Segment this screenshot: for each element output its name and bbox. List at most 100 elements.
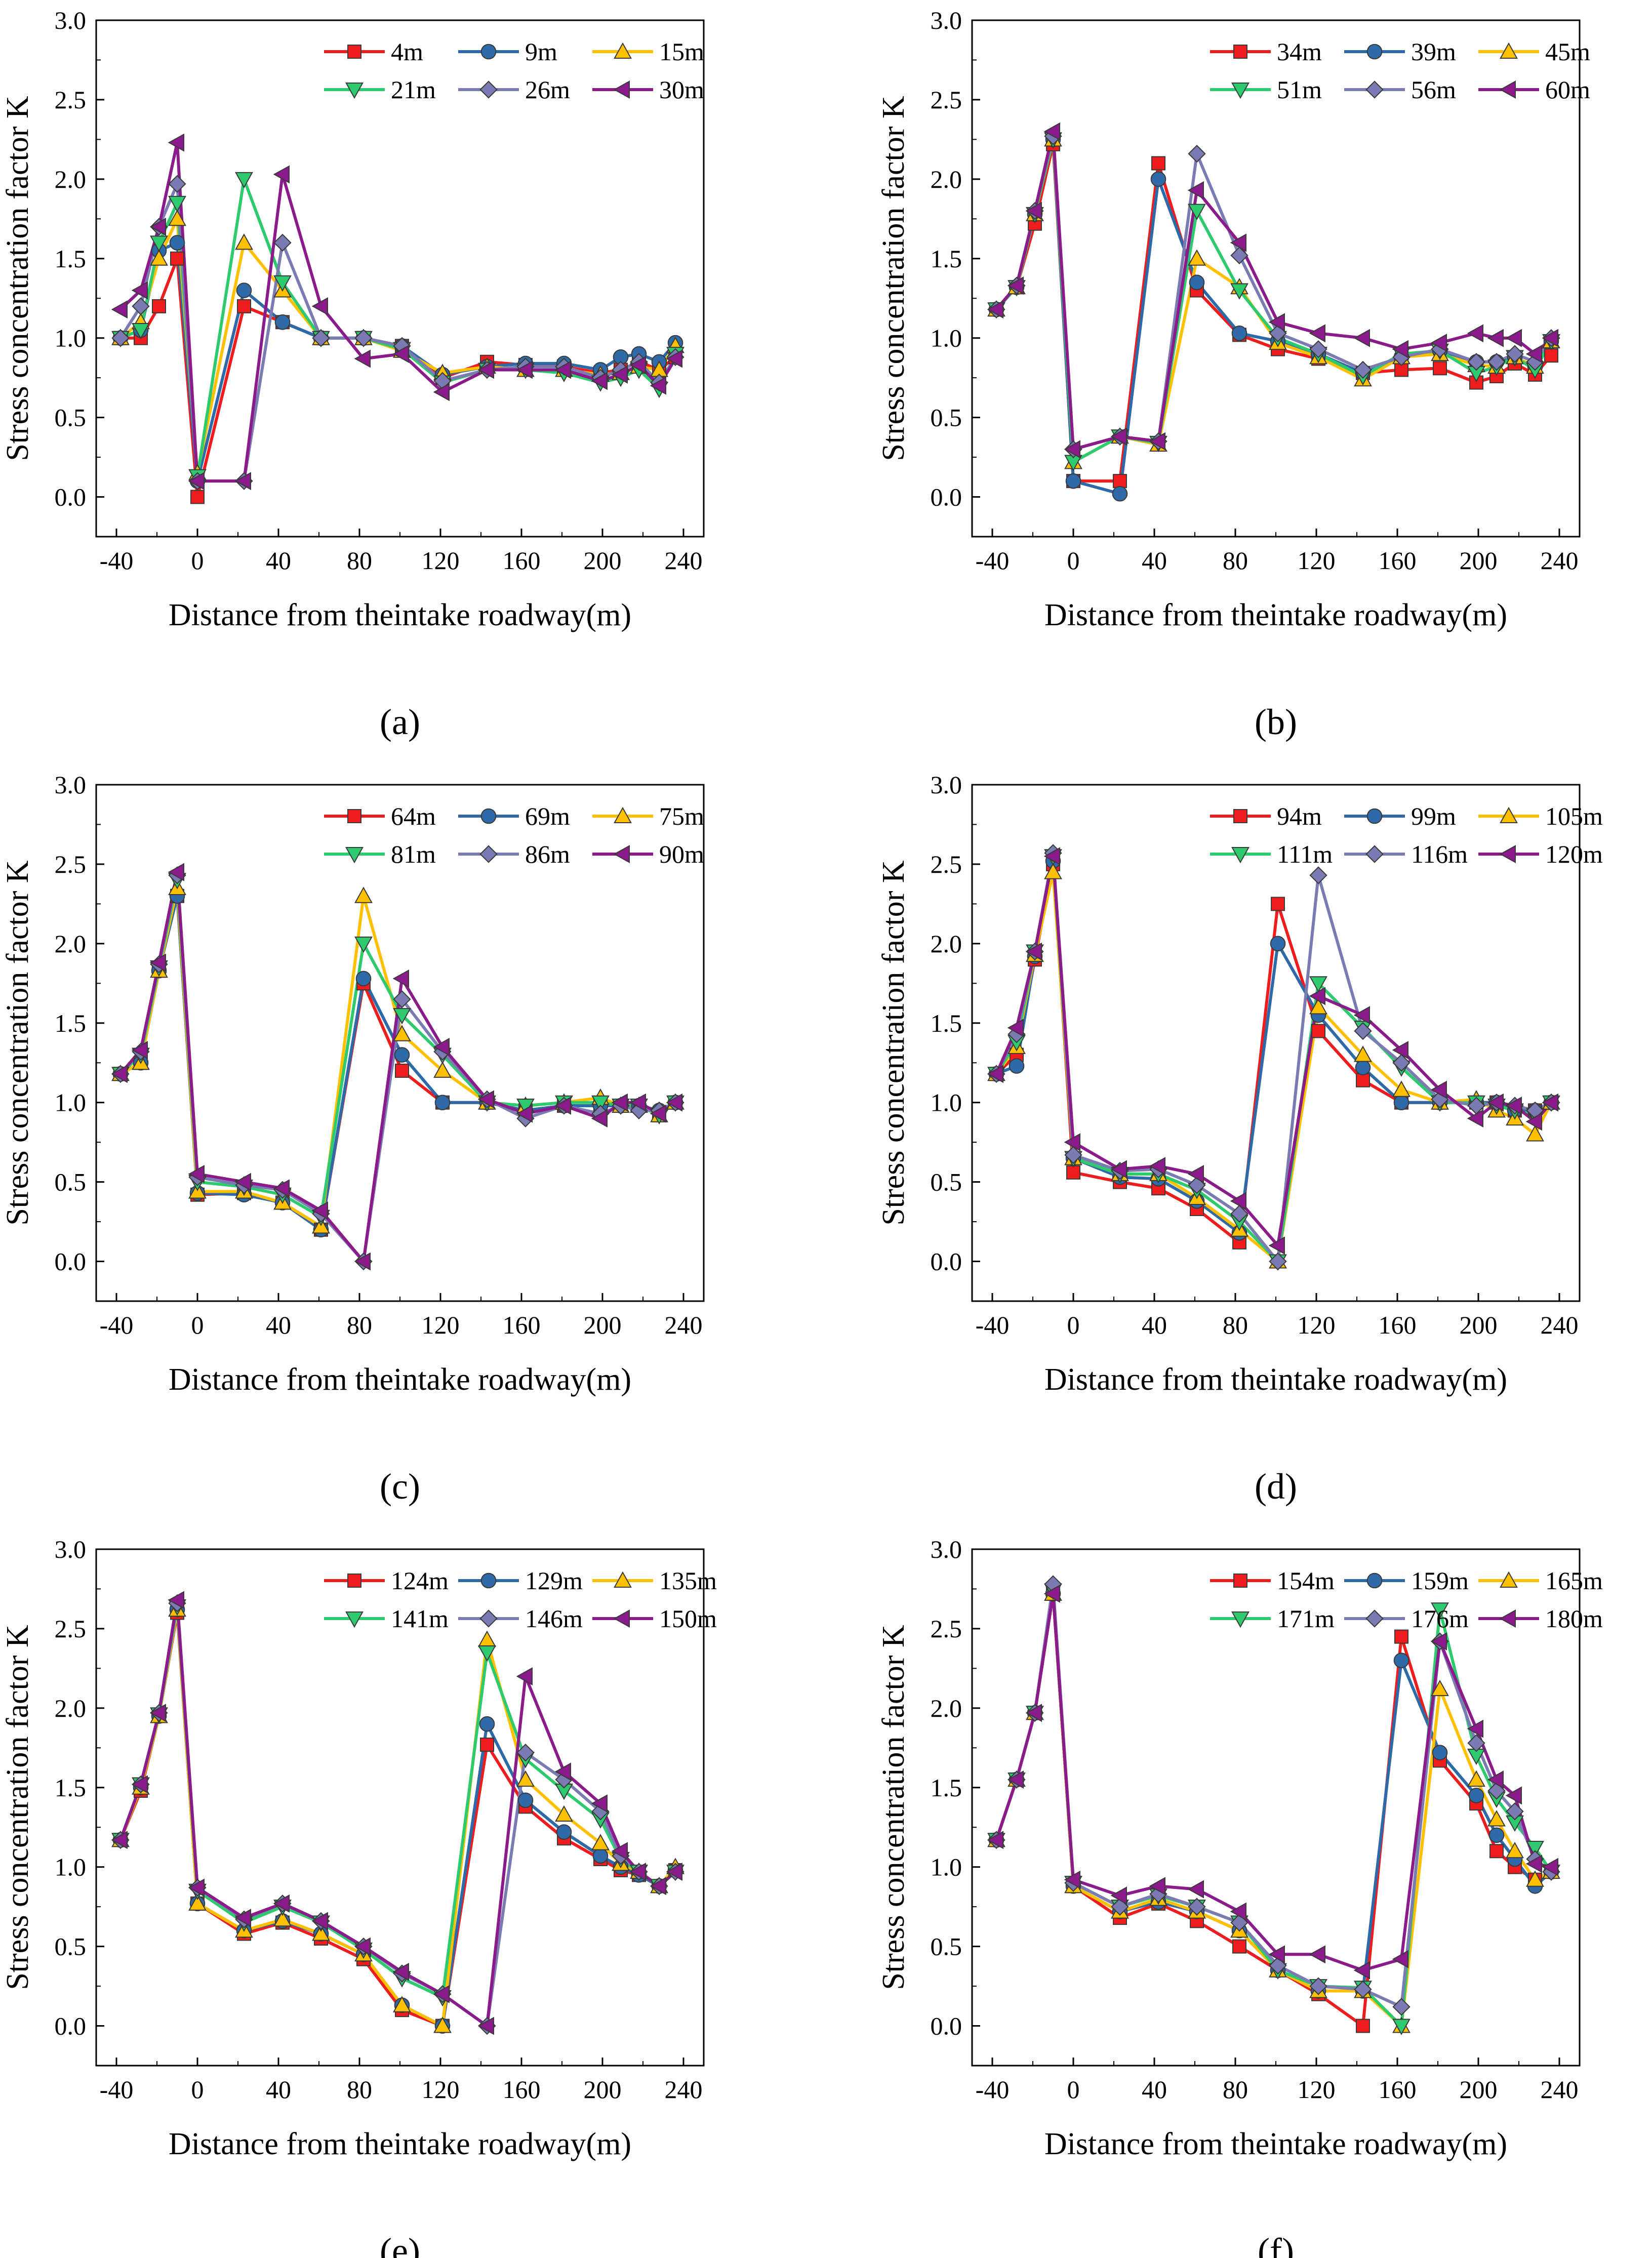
legend-marker-146m — [479, 1609, 498, 1628]
legend-marker-45m — [1500, 42, 1518, 59]
x-tick-label: 240 — [1541, 1311, 1579, 1339]
series-line-56m — [995, 135, 1553, 451]
series-line-45m — [995, 138, 1553, 464]
x-tick-label: -40 — [976, 546, 1010, 575]
series-line-94m — [995, 862, 1552, 1244]
x-tick-label: 40 — [266, 1311, 291, 1339]
data-point-94m — [1271, 897, 1285, 911]
data-point-150m — [650, 1877, 666, 1896]
legend-marker-26m — [479, 80, 498, 99]
y-tick-label: 1.0 — [931, 1853, 962, 1881]
data-point-94m — [1066, 1165, 1080, 1180]
data-point-60m — [1430, 334, 1447, 352]
series-line-180m — [995, 1592, 1552, 1972]
data-point-150m — [168, 1591, 184, 1609]
data-point-30m — [111, 300, 128, 319]
legend-label-180m: 180m — [1545, 1604, 1603, 1633]
data-point-60m — [1187, 181, 1204, 199]
data-point-105m — [1309, 998, 1327, 1015]
x-tick-label: 80 — [347, 546, 372, 575]
data-point-180m — [987, 1831, 1003, 1849]
y-tick-label: 0.5 — [931, 404, 962, 432]
x-tick-label: 0 — [1067, 546, 1080, 575]
data-point-124m — [480, 1738, 494, 1752]
data-point-135m — [433, 2017, 452, 2033]
data-point-30m — [516, 360, 533, 379]
data-point-39m — [1189, 274, 1205, 291]
data-point-165m — [1526, 1870, 1544, 1887]
data-point-180m — [1505, 1786, 1522, 1805]
plot-frame — [971, 784, 1581, 1302]
data-point-60m — [1467, 324, 1483, 343]
data-point-86m — [393, 990, 411, 1009]
chart-panel: 0.0 0.5 1.0 1.5 2.0 2.5 3.0 -40 0 40 80 120 160 200 24… — [1, 771, 705, 1507]
x-tick-label: 160 — [503, 546, 541, 575]
legend-marker-105m — [1500, 807, 1518, 823]
data-point-150m — [354, 1937, 371, 1956]
data-point-180m — [1353, 1961, 1370, 1980]
data-point-56m — [1188, 144, 1206, 163]
data-point-39m — [1150, 171, 1166, 187]
x-tick-label: 200 — [584, 1311, 622, 1339]
data-point-15m — [235, 233, 253, 250]
legend-marker-176m — [1365, 1609, 1384, 1628]
y-tick-label: 2.0 — [931, 930, 962, 958]
data-point-180m — [1110, 1886, 1127, 1905]
data-point-60m — [1007, 276, 1024, 295]
data-point-21m — [168, 195, 186, 213]
legend-label-99m: 99m — [1411, 802, 1456, 830]
y-axis-title: Stress concentration factor K — [876, 860, 911, 1226]
x-tick-label: 40 — [1142, 1311, 1167, 1339]
chart-panel: 0.0 0.5 1.0 1.5 2.0 2.5 3.0 -40 0 40 80 120 160 200 24… — [1, 6, 705, 742]
y-tick-label: 2.0 — [931, 165, 962, 193]
y-tick-label: 3.0 — [931, 1535, 962, 1563]
data-point-165m — [1487, 1810, 1506, 1827]
legend-label-90m: 90m — [659, 840, 704, 868]
x-tick-label: 0 — [191, 2075, 204, 2104]
legend-label-45m: 45m — [1545, 37, 1590, 66]
data-point-90m — [149, 953, 166, 972]
y-tick-label: 2.0 — [55, 1694, 87, 1722]
series-line-116m — [995, 851, 1552, 1263]
data-point-180m — [1467, 1719, 1483, 1738]
data-point-26m — [132, 297, 150, 315]
y-tick-label: 2.0 — [931, 1694, 962, 1722]
data-point-81m — [354, 936, 373, 953]
data-point-171m — [1526, 1841, 1544, 1858]
data-point-135m — [516, 1770, 535, 1787]
legend-label-105m: 105m — [1545, 802, 1603, 830]
data-point-176m — [1506, 1802, 1524, 1821]
data-point-116m — [1064, 1146, 1082, 1164]
data-point-69m — [394, 1047, 410, 1063]
series-line-21m — [119, 177, 677, 478]
legend-label-81m: 81m — [391, 840, 436, 868]
data-point-150m — [311, 1912, 328, 1930]
data-point-90m — [188, 1164, 205, 1183]
data-point-60m — [1230, 233, 1246, 252]
y-tick-label: 0.5 — [55, 1168, 87, 1196]
data-point-180m — [1064, 1870, 1080, 1889]
x-tick-label: -40 — [976, 2075, 1010, 2104]
y-axis-title: Stress concentration factor K — [876, 96, 911, 461]
data-point-180m — [1149, 1877, 1165, 1896]
data-point-30m — [168, 133, 184, 152]
data-point-56m — [1467, 353, 1485, 371]
series-line-141m — [119, 1604, 676, 1999]
data-point-99m — [1009, 1058, 1025, 1074]
data-point-159m — [1468, 1788, 1484, 1803]
legend-label-15m: 15m — [659, 37, 704, 66]
data-point-141m — [478, 1645, 496, 1662]
x-tick-label: 120 — [1298, 2075, 1336, 2104]
legend-label-171m: 171m — [1277, 1604, 1335, 1633]
data-point-120m — [1110, 1160, 1127, 1179]
data-point-30m — [311, 297, 328, 315]
y-tick-label: 3.0 — [931, 771, 962, 799]
data-point-154m — [1232, 1939, 1246, 1954]
legend-marker-86m — [479, 845, 498, 863]
data-point-15m — [150, 249, 168, 266]
legend-label-64m: 64m — [391, 802, 436, 830]
data-point-129m — [517, 1792, 534, 1808]
data-point-90m — [591, 1109, 608, 1128]
panel-label: (a) — [380, 702, 420, 742]
data-point-81m — [591, 1095, 610, 1112]
